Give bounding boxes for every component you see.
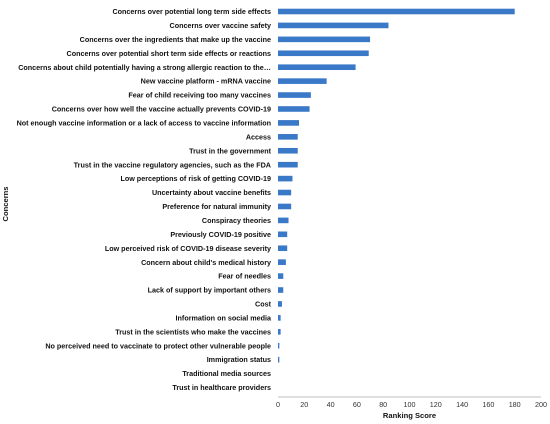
- bar: [278, 134, 298, 140]
- category-label: Concern about child's medical history: [141, 258, 271, 267]
- category-label: New vaccine platform - mRNA vaccine: [141, 77, 271, 86]
- category-labels: Concerns over potential long term side e…: [17, 7, 272, 392]
- bar: [278, 50, 369, 57]
- category-label: Concerns over vaccine safety: [170, 21, 271, 30]
- bar: [278, 217, 289, 224]
- x-tick-label: 200: [535, 400, 547, 409]
- x-tick-label: 20: [300, 400, 308, 409]
- category-label: Fear of needles: [218, 272, 271, 281]
- category-label: Preference for natural immunity: [162, 202, 271, 211]
- bar: [278, 259, 286, 265]
- bar: [278, 356, 280, 363]
- category-label: Low perceived risk of COVID-19 disease s…: [105, 244, 271, 253]
- category-label: Concerns over the ingredients that make …: [80, 35, 271, 44]
- x-tick-labels: 0 20 40 60 80 100 120 140 160 180 200: [276, 400, 547, 409]
- category-label: Traditional media sources: [182, 369, 271, 378]
- category-label: Concerns over potential short term side …: [67, 49, 272, 58]
- category-label: Concerns over potential long term side e…: [112, 7, 271, 16]
- category-label: Trust in healthcare providers: [172, 383, 271, 392]
- x-tick-label: 140: [456, 400, 468, 409]
- bar: [278, 161, 298, 168]
- x-tick-label: 160: [482, 400, 494, 409]
- x-tick-label: 100: [404, 400, 416, 409]
- x-tick-label: 180: [509, 400, 521, 409]
- category-label: Information on social media: [176, 313, 272, 322]
- y-axis-title: Concerns: [1, 186, 10, 221]
- bar: [278, 8, 515, 15]
- bar: [278, 22, 389, 29]
- category-label: Fear of child receiving too many vaccine…: [128, 91, 271, 100]
- bar: [278, 231, 288, 238]
- bars: [278, 8, 515, 363]
- bar: [278, 78, 327, 84]
- category-label: Concerns about child potentially having …: [18, 63, 271, 72]
- category-label: Access: [246, 132, 271, 141]
- bar: [278, 147, 298, 154]
- bar: [278, 301, 282, 307]
- bar: [278, 315, 281, 321]
- x-axis-title: Ranking Score: [383, 411, 436, 420]
- category-label: Immigration status: [207, 355, 271, 364]
- category-label: Previously COVID-19 positive: [170, 230, 271, 239]
- category-label: Conspiracy theories: [202, 216, 271, 225]
- x-tick-label: 80: [379, 400, 387, 409]
- category-label: Trust in the vaccine regulatory agencies…: [74, 160, 271, 169]
- bar: [278, 203, 292, 210]
- bar: [278, 328, 281, 335]
- category-label: Low perceptions of risk of getting COVID…: [120, 174, 271, 183]
- x-tick-label: 60: [353, 400, 361, 409]
- bar: [278, 64, 356, 71]
- category-label: Trust in the scientists who make the vac…: [115, 327, 271, 336]
- bar: [278, 92, 311, 98]
- category-label: Not enough vaccine information or a lack…: [17, 119, 271, 128]
- category-label: No perceived need to vaccinate to protec…: [45, 341, 271, 350]
- bar: [278, 120, 300, 126]
- category-label: Cost: [255, 300, 272, 309]
- bar: [278, 106, 310, 112]
- bar: [278, 287, 284, 293]
- bar: [278, 175, 293, 182]
- category-label: Trust in the government: [189, 146, 271, 155]
- bar: [278, 189, 292, 196]
- bar: [278, 342, 280, 349]
- category-label: Lack of support by important others: [148, 286, 271, 295]
- category-label: Uncertainty about vaccine benefits: [152, 188, 271, 197]
- category-label: Concerns over how well the vaccine actua…: [52, 105, 271, 114]
- x-tick-label: 0: [276, 400, 280, 409]
- x-tick-label: 120: [430, 400, 442, 409]
- bar: [278, 273, 284, 279]
- bar: [278, 36, 371, 43]
- x-tick-label: 40: [327, 400, 335, 409]
- bar: [278, 245, 288, 252]
